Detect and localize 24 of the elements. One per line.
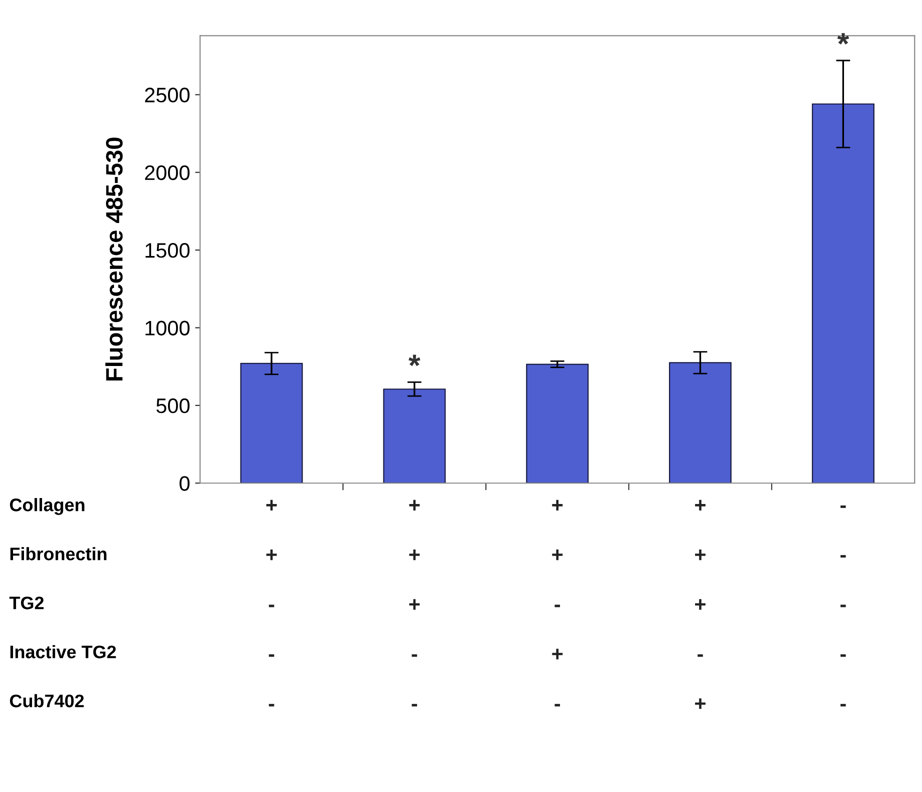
y-tick-label: 1000: [146, 320, 190, 336]
text: Collagen: [10, 498, 84, 515]
y-tick-label: 1500: [146, 243, 190, 258]
bar: [812, 103, 874, 484]
y-axis-title: Fluorescence 485-530: [105, 138, 123, 381]
bar: [383, 388, 446, 484]
y-tick-label: 0: [180, 476, 190, 491]
annotation: *: [408, 354, 420, 366]
category-label: + + + - -: [409, 500, 420, 706]
bar: [526, 364, 589, 484]
category-label: + + - + -: [552, 500, 563, 706]
category-label: + + + - +: [695, 500, 706, 709]
category-label: + + - - -: [266, 500, 277, 706]
y-tick-label: 2000: [145, 165, 190, 180]
bar: [668, 362, 732, 484]
bar: [240, 362, 303, 484]
text: Fibronectin: [10, 547, 106, 560]
category-label: - - - - -: [840, 505, 846, 706]
y-tick-label: 500: [156, 398, 190, 414]
text: TG2: [9, 596, 44, 610]
text: Cub7402: [10, 694, 84, 708]
y-tick-label: 2500: [145, 88, 190, 102]
text: Inactive TG2: [10, 645, 116, 658]
annotation: *: [837, 33, 850, 45]
